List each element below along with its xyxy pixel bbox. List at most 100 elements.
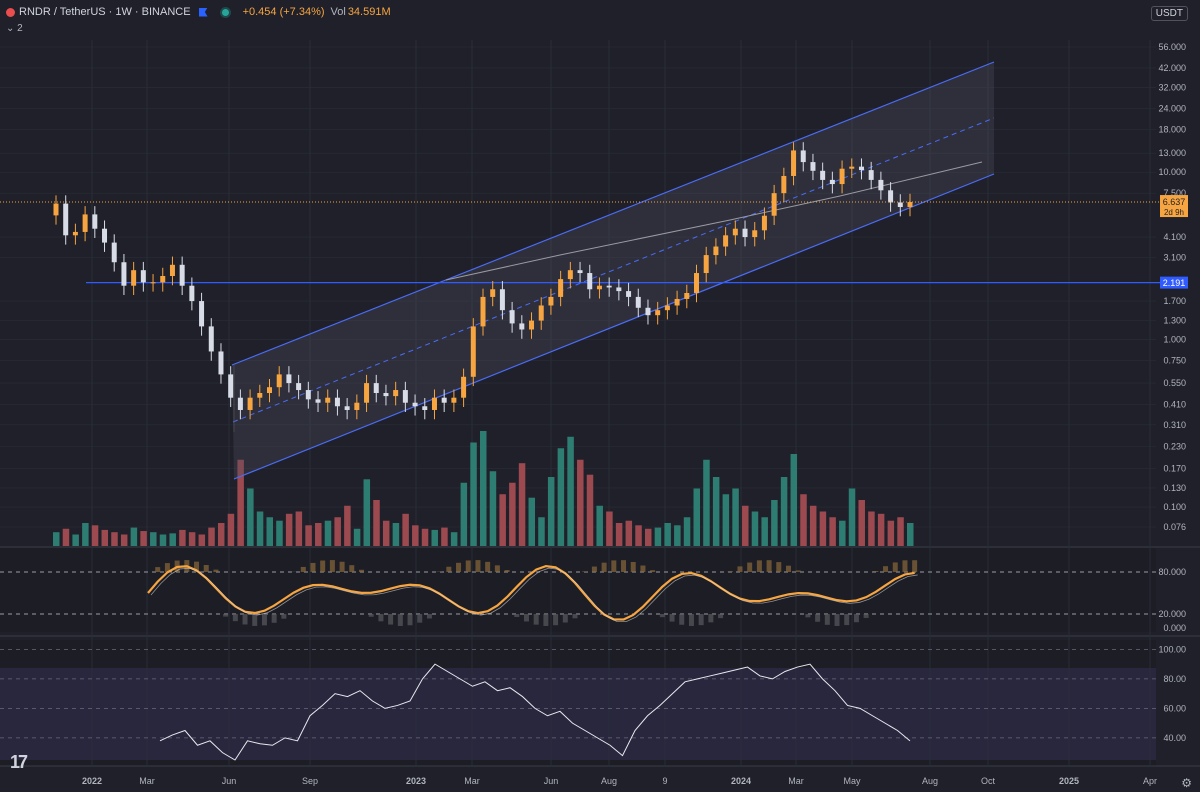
volume-bar xyxy=(82,523,89,546)
volume-bar xyxy=(285,513,293,546)
candle xyxy=(422,406,428,410)
gear-icon[interactable]: ⚙ xyxy=(1181,776,1192,790)
candle xyxy=(519,323,525,330)
osc-hist-bar xyxy=(902,560,908,572)
candle xyxy=(674,298,680,306)
volume-bar xyxy=(877,513,885,546)
x-tick-label: Aug xyxy=(922,776,938,786)
volume-bar xyxy=(809,505,817,546)
osc-hist-bar xyxy=(329,560,335,572)
osc-hist-bar xyxy=(504,569,510,572)
y-tick-label: 10.000 xyxy=(1158,167,1186,177)
volume-bar xyxy=(247,488,254,546)
volume-bar xyxy=(324,520,332,546)
volume-bar xyxy=(256,511,264,546)
osc-hist-bar xyxy=(601,562,607,572)
osc-hist-bar xyxy=(650,570,656,572)
candle xyxy=(228,374,234,398)
osc-hist-bar xyxy=(533,614,539,625)
channel-upper xyxy=(231,61,995,366)
volume-bar xyxy=(683,517,691,546)
candle xyxy=(315,399,321,403)
y-tick-label: 0.550 xyxy=(1163,378,1186,388)
rsi-axis-label: 80.00 xyxy=(1163,674,1186,684)
osc-hist-bar xyxy=(844,614,850,626)
y-tick-label: 0.230 xyxy=(1163,441,1186,451)
candle xyxy=(169,264,175,277)
osc-hist-bar xyxy=(756,560,762,572)
candle xyxy=(490,289,496,297)
candle xyxy=(431,397,437,410)
volume-bar xyxy=(373,500,380,546)
candle xyxy=(257,393,263,398)
volume-bar xyxy=(547,477,555,546)
osc-hist-bar xyxy=(465,560,471,572)
symbol-title[interactable]: RNDR / TetherUS · 1W · BINANCE xyxy=(19,6,191,18)
volume-bar xyxy=(431,529,438,546)
osc-hist-bar xyxy=(378,614,384,622)
volume-bar xyxy=(489,471,497,546)
candle xyxy=(441,397,447,403)
candle xyxy=(131,270,137,286)
osc-hist-bar xyxy=(776,562,782,572)
volume-bar xyxy=(751,511,759,546)
volume-bar xyxy=(441,527,448,546)
candle xyxy=(577,270,583,274)
x-tick-label: May xyxy=(843,776,861,786)
candle xyxy=(82,214,88,232)
osc-hist-bar xyxy=(252,614,258,626)
osc-hist-bar xyxy=(640,565,646,572)
volume-bar xyxy=(421,528,429,546)
y-tick-label: 1.700 xyxy=(1163,296,1186,306)
y-tick-label: 42.000 xyxy=(1158,63,1186,73)
osc-hist-bar xyxy=(349,565,355,572)
candle xyxy=(907,202,913,208)
channel-mid xyxy=(232,117,995,423)
y-tick-label: 0.130 xyxy=(1163,483,1186,493)
candle xyxy=(92,214,98,229)
osc-hist-bar xyxy=(514,614,520,617)
candle xyxy=(732,228,738,236)
rsi-axis-label: 100.00 xyxy=(1158,644,1186,654)
osc-hist-bar xyxy=(737,566,743,572)
volume-bar xyxy=(159,534,167,546)
volume-bar xyxy=(412,525,419,546)
osc-hist-bar xyxy=(621,560,627,572)
indicator-toggle[interactable]: ⌄ 2 xyxy=(6,23,23,34)
volume-bar xyxy=(315,523,322,546)
candle xyxy=(868,170,874,180)
candle xyxy=(305,390,311,400)
volume-bar xyxy=(470,442,477,546)
candle xyxy=(480,296,486,327)
currency-selector[interactable]: USDT xyxy=(1150,6,1188,21)
osc-hist-bar xyxy=(892,562,898,572)
volume-label: Vol xyxy=(330,6,346,18)
osc-hist-bar xyxy=(553,614,559,626)
candle xyxy=(684,292,690,299)
osc-hist-bar xyxy=(562,614,568,623)
last-price-tag xyxy=(1160,195,1188,218)
candle xyxy=(354,402,360,410)
candle xyxy=(461,376,467,398)
candle xyxy=(761,215,767,231)
volume-bar xyxy=(839,520,846,546)
osc-hist-bar xyxy=(834,614,840,626)
osc-hist-bar xyxy=(747,562,753,572)
candle xyxy=(286,374,292,384)
candle xyxy=(752,230,758,238)
y-tick-label: 13.000 xyxy=(1158,148,1186,158)
osc-hist-bar xyxy=(359,569,364,572)
volume-bar xyxy=(237,459,244,546)
osc-hist-bar xyxy=(223,614,229,617)
volume-bar xyxy=(150,532,157,546)
volume-bar xyxy=(615,523,623,546)
flag-icon[interactable] xyxy=(198,7,208,17)
rsi-axis-label: 60.00 xyxy=(1163,703,1186,713)
candle xyxy=(451,397,457,403)
volume-bar xyxy=(780,477,788,546)
volume-bar xyxy=(567,436,574,546)
volume-bar xyxy=(654,527,662,546)
candle xyxy=(72,231,78,236)
volume-bar xyxy=(771,500,778,546)
